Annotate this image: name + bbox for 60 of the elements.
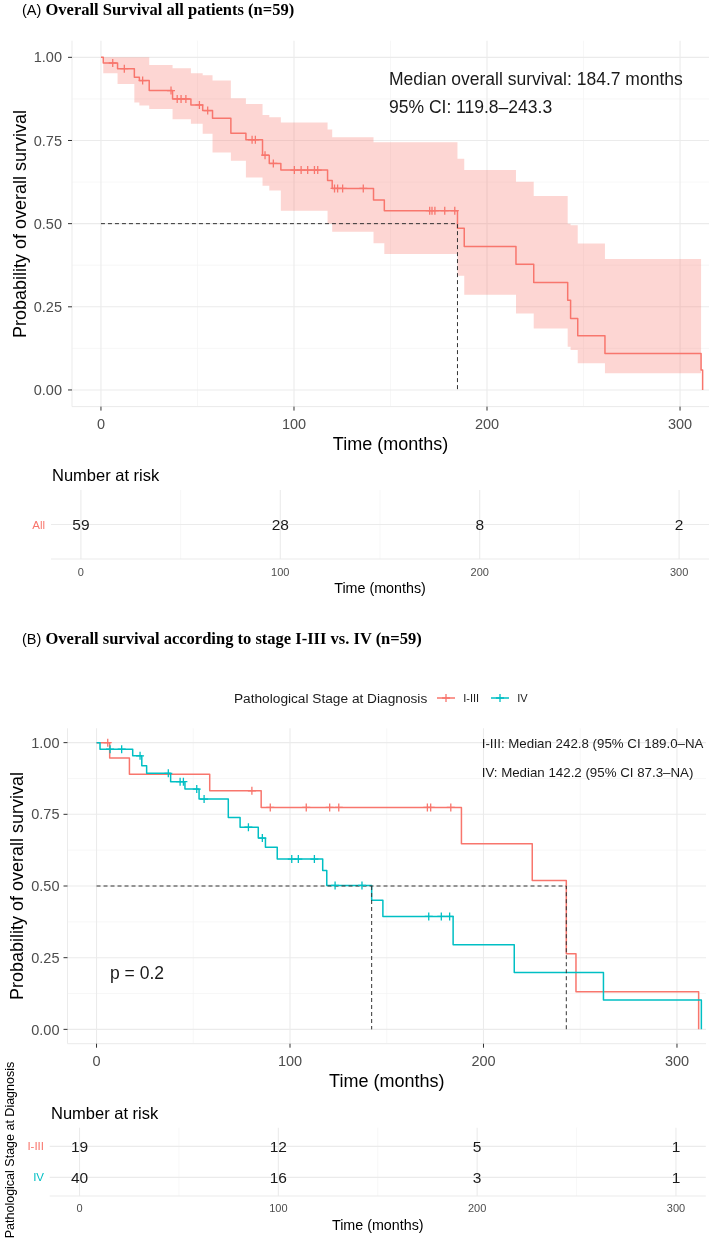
x-tick-label: 300 [669,565,689,578]
y-tick-label: IV [33,1171,45,1184]
legend-label: IV [517,692,528,705]
x-tick-label: 200 [470,565,489,578]
y-tick-label: 0.00 [33,382,62,399]
x-tick-label: 200 [474,415,500,432]
y-tick-label: 0.25 [31,949,60,966]
y-tick-label: 1.00 [33,49,62,66]
x-tick-label: 100 [271,565,290,578]
x-axis-title: Time (months) [329,1070,445,1092]
chart-title: (B) Overall survival according to stage I-III vs. IV (n=59) [22,629,422,649]
y-tick-label: 0.75 [33,132,62,149]
data-label: 1 [671,1168,681,1186]
chart-title: Number at risk [52,465,160,485]
annotation: 95% CI: 119.8–243.3 [389,96,553,118]
data-label: 1 [671,1137,681,1155]
data-label: 40 [70,1168,89,1186]
data-label: 12 [269,1137,287,1155]
x-tick-label: 0 [77,565,84,578]
x-tick-label: 300 [666,1202,686,1215]
y-axis-title: Probability of overall survival [6,771,28,1001]
chart-title: (A) Overall Survival all patients (n=59) [22,0,295,20]
data-label: 59 [72,516,90,533]
legend-label: I-III [463,692,480,705]
x-tick-label: 100 [277,1052,303,1069]
annotation: Median overall survival: 184.7 months [389,68,683,90]
x-tick-label: 300 [667,415,693,432]
x-axis-title: Time (months) [331,1217,424,1234]
x-tick-label: 0 [76,1202,83,1215]
y-tick-label: 1.00 [31,734,60,751]
x-tick-label: 100 [269,1202,288,1215]
data-label: 28 [271,516,289,533]
x-axis-title: Time (months) [332,432,449,455]
y-tick-label: I-III [27,1140,44,1153]
data-label: 3 [472,1168,482,1186]
x-tick-label: 200 [467,1202,487,1215]
data-label: 19 [70,1137,89,1155]
y-axis-title: Pathological Stage at Diagnosis [2,1061,18,1239]
y-tick-label: All [32,518,45,531]
y-tick-label: 0.50 [31,878,60,895]
data-label: 16 [269,1168,287,1186]
x-tick-label: 300 [664,1052,690,1069]
data-label: 5 [472,1137,482,1155]
x-tick-label: 100 [281,415,307,432]
y-axis-title: Probability of overall survival [9,109,31,338]
y-tick-label: 0.00 [31,1021,60,1038]
annotation: I-III: Median 242.8 (95% CI 189.0–NA [481,736,704,752]
x-axis-title: Time (months) [334,579,426,597]
annotation: IV: Median 142.2 (95% CI 87.3–NA) [481,765,694,782]
legend-title: Pathological Stage at Diagnosis [233,690,428,706]
chart-title: Number at risk [51,1103,159,1123]
x-tick-label: 0 [92,1052,101,1069]
annotation: p = 0.2 [110,962,165,984]
x-tick-label: 200 [471,1052,496,1069]
data-label: 2 [674,516,684,533]
x-tick-label: 0 [96,415,105,432]
y-tick-label: 0.75 [31,806,60,823]
data-label: 8 [475,516,485,533]
y-tick-label: 0.50 [33,215,62,232]
y-tick-label: 0.25 [33,298,62,315]
